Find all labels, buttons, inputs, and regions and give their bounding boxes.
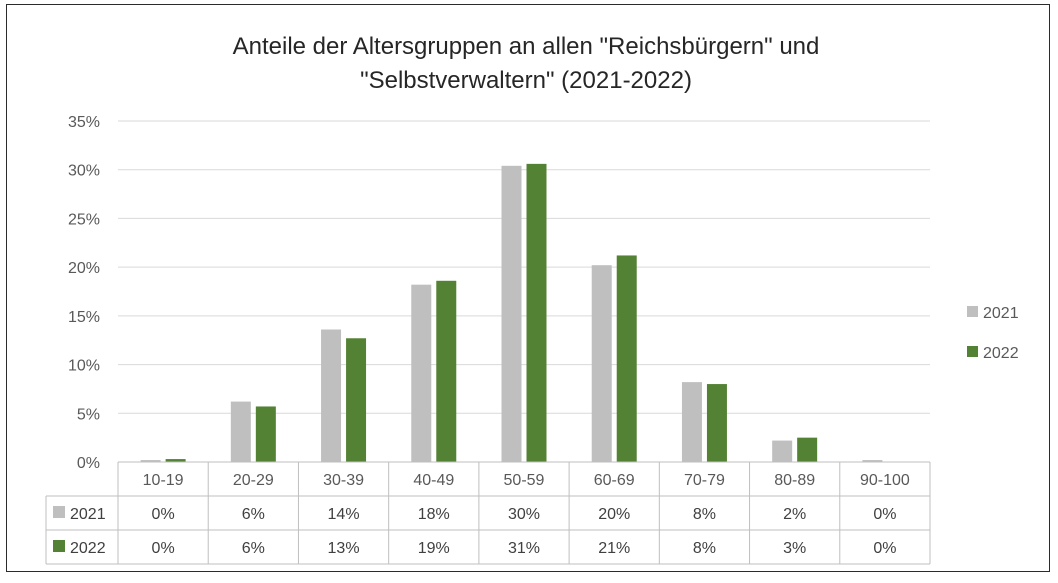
bar-2022-80-89 — [797, 437, 818, 462]
bar-2022-30-39 — [346, 338, 367, 462]
bar-2022-20-29 — [255, 406, 276, 462]
data-label: 14% — [328, 506, 360, 523]
y-tick-label: 20% — [68, 260, 100, 277]
table-series-swatch — [53, 506, 65, 518]
y-tick-label: 5% — [77, 406, 100, 423]
legend-swatch — [967, 306, 978, 317]
data-label: 21% — [598, 540, 630, 557]
x-category-label: 60-69 — [594, 472, 635, 489]
data-label: 3% — [783, 540, 806, 557]
bar-2022-40-49 — [436, 280, 457, 462]
x-category-label: 80-89 — [774, 472, 815, 489]
data-label: 0% — [152, 506, 175, 523]
y-tick-label: 10% — [68, 358, 100, 375]
legend-label: 2022 — [983, 345, 1019, 362]
y-tick-label: 30% — [68, 163, 100, 180]
bar-2021-90-100 — [862, 460, 883, 462]
data-label: 0% — [873, 506, 896, 523]
chart-title: Anteile der Altersgruppen an allen "Reic… — [0, 30, 1052, 98]
chart-title-line-2: "Selbstverwaltern" (2021-2022) — [360, 67, 692, 94]
y-tick-label: 0% — [77, 455, 100, 472]
bar-2022-70-79 — [706, 384, 727, 462]
x-category-label: 90-100 — [860, 472, 910, 489]
bar-2021-10-19 — [140, 460, 161, 462]
bar-2021-80-89 — [772, 440, 793, 462]
table-series-label: 2022 — [70, 540, 106, 557]
y-tick-label: 35% — [68, 114, 100, 131]
bar-2022-50-59 — [526, 163, 547, 462]
table-series-label: 2021 — [70, 506, 106, 523]
legend-label: 2021 — [983, 305, 1019, 322]
data-label: 20% — [598, 506, 630, 523]
data-label: 31% — [508, 540, 540, 557]
data-label: 0% — [152, 540, 175, 557]
x-category-label: 70-79 — [684, 472, 725, 489]
data-label: 18% — [418, 506, 450, 523]
data-label: 6% — [242, 540, 265, 557]
bar-2021-30-39 — [321, 329, 342, 462]
bar-2021-70-79 — [681, 382, 702, 462]
legend-swatch — [967, 346, 978, 357]
bar-2021-40-49 — [411, 284, 432, 462]
bar-2021-50-59 — [501, 165, 522, 462]
x-category-label: 30-39 — [323, 472, 364, 489]
bar-2021-20-29 — [230, 401, 251, 462]
data-label: 8% — [693, 540, 716, 557]
y-tick-label: 15% — [68, 309, 100, 326]
data-label: 13% — [328, 540, 360, 557]
bar-2022-10-19 — [165, 459, 186, 462]
x-category-label: 50-59 — [504, 472, 545, 489]
x-category-label: 40-49 — [413, 472, 454, 489]
x-category-label: 20-29 — [233, 472, 274, 489]
chart-title-line-1: Anteile der Altersgruppen an allen "Reic… — [232, 33, 820, 60]
data-label: 0% — [873, 540, 896, 557]
data-label: 8% — [693, 506, 716, 523]
data-label: 2% — [783, 506, 806, 523]
bar-2021-60-69 — [591, 265, 612, 462]
bar-2022-60-69 — [616, 255, 637, 462]
y-tick-label: 25% — [68, 211, 100, 228]
x-category-label: 10-19 — [143, 472, 184, 489]
data-label: 30% — [508, 506, 540, 523]
data-label: 19% — [418, 540, 450, 557]
data-label: 6% — [242, 506, 265, 523]
table-series-swatch — [53, 540, 65, 552]
